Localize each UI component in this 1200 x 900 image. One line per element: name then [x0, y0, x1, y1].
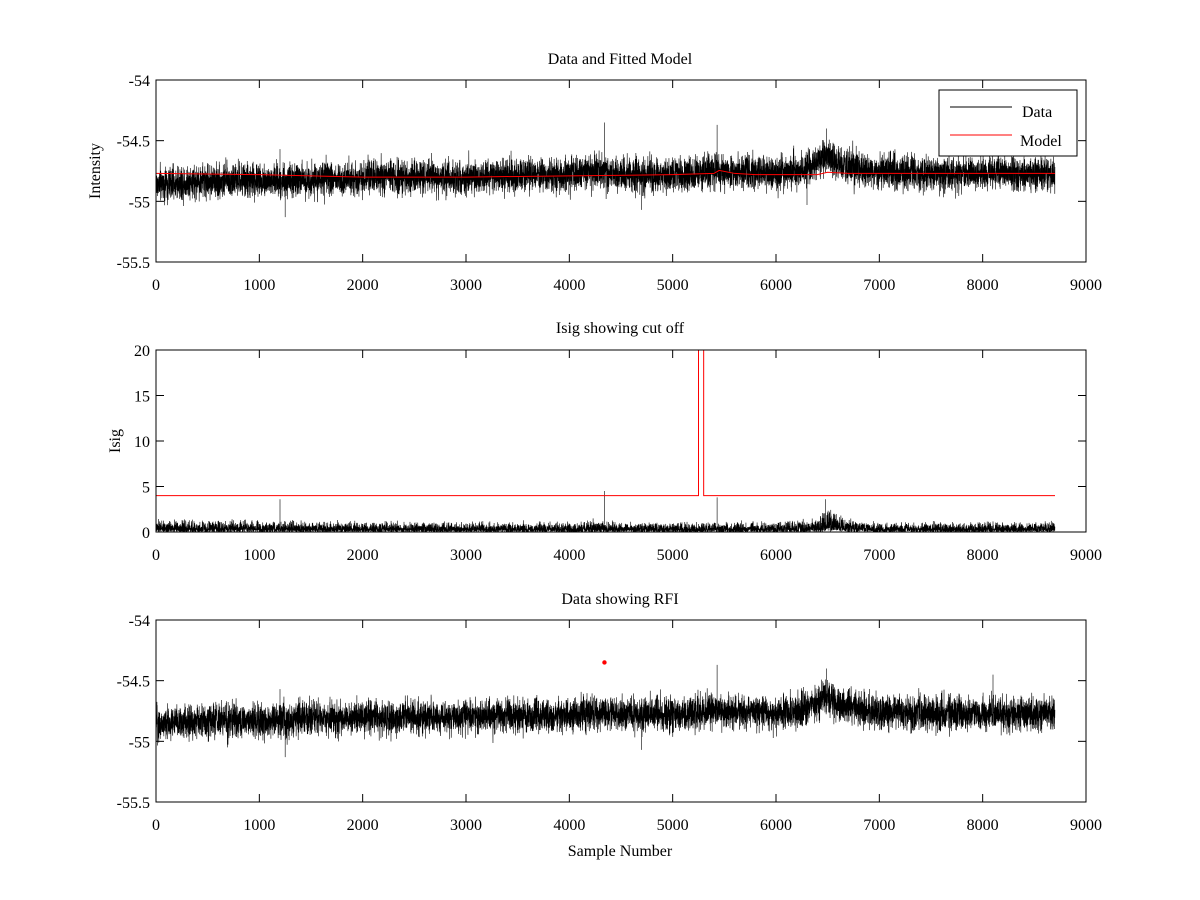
x-tick-label: 6000: [760, 817, 792, 834]
panel3-xlabel: Sample Number: [568, 843, 673, 860]
series-data-line: [156, 664, 1056, 758]
x-tick-label: 9000: [1070, 817, 1102, 834]
legend-box: [938, 89, 1078, 157]
x-tick-label: 5000: [657, 817, 689, 834]
panel2-ticks: 0 1000 2000 3000 4000 5000 6000 7000 8000 9000 20 1…: [134, 343, 1102, 564]
x-tick-label: 4000: [553, 277, 585, 294]
rfi-point: [602, 660, 607, 665]
y-tick-label: 15: [134, 389, 150, 406]
panel-data-fitted-model: Data and Fitted Model Intensity 0 1000 200…: [87, 51, 1102, 294]
x-tick-label: 7000: [863, 817, 895, 834]
series-data-line: [156, 122, 1056, 218]
legend-model-label: Model: [1020, 133, 1062, 150]
x-tick-label: 9000: [1070, 547, 1102, 564]
x-tick-label: 3000: [450, 817, 482, 834]
panel2-ylabel: Isig: [107, 429, 124, 453]
y-tick-label: 20: [134, 343, 150, 360]
x-tick-label: 3000: [450, 277, 482, 294]
x-tick-label: 0: [152, 817, 160, 834]
y-tick-label: -54: [129, 73, 150, 90]
y-tick-label: -55: [129, 734, 150, 751]
x-tick-label: 1000: [243, 547, 275, 564]
panel-data-rfi: Data showing RFI 0 1000 2000 3000 4000 5000 60…: [117, 591, 1102, 860]
panel1-ticks: 0 1000 2000 3000 4000 5000 6000 7000 8000 9000 -54…: [117, 73, 1102, 294]
x-tick-label: 5000: [657, 277, 689, 294]
x-tick-label: 3000: [450, 547, 482, 564]
legend-data-label: Data: [1022, 104, 1052, 121]
panel-isig-cut-off: Isig showing cut off Isig 0 1000 2000 3000 4…: [107, 320, 1102, 564]
x-tick-label: 5000: [657, 547, 689, 564]
x-tick-label: 7000: [863, 277, 895, 294]
panel2-title: Isig showing cut off: [556, 320, 685, 337]
panel1-plot: [156, 122, 1056, 218]
x-tick-label: 4000: [553, 547, 585, 564]
y-tick-label: -54.5: [117, 134, 150, 151]
y-tick-label: -54.5: [117, 674, 150, 691]
series-model-line: [156, 169, 1055, 178]
legend: Data Model: [938, 89, 1078, 157]
panel2-frame: [155, 349, 1087, 533]
x-tick-label: 0: [152, 547, 160, 564]
x-tick-label: 4000: [553, 817, 585, 834]
panel2-plot: [156, 350, 1056, 532]
panel1-frame: [155, 79, 1087, 263]
panel1-title: Data and Fitted Model: [548, 51, 693, 68]
panel3-plot: [156, 660, 1056, 758]
x-tick-label: 6000: [760, 277, 792, 294]
panel3-frame: [155, 619, 1087, 803]
y-tick-label: 5: [142, 480, 150, 497]
x-tick-label: 8000: [967, 277, 999, 294]
y-tick-label: 10: [134, 434, 150, 451]
y-tick-label: -54: [129, 613, 150, 630]
y-tick-label: -55.5: [117, 255, 150, 272]
x-tick-label: 0: [152, 277, 160, 294]
y-tick-label: 0: [142, 525, 150, 542]
series-isig-line: [156, 491, 1056, 532]
panel3-ticks: 0 1000 2000 3000 4000 5000 6000 7000 8000 9000 -54…: [117, 613, 1102, 834]
x-tick-label: 8000: [967, 817, 999, 834]
x-tick-label: 9000: [1070, 277, 1102, 294]
x-tick-label: 2000: [347, 817, 379, 834]
x-tick-label: 7000: [863, 547, 895, 564]
y-tick-label: -55.5: [117, 795, 150, 812]
x-tick-label: 6000: [760, 547, 792, 564]
x-tick-label: 2000: [347, 277, 379, 294]
x-tick-label: 2000: [347, 547, 379, 564]
panel3-title: Data showing RFI: [561, 591, 678, 608]
x-tick-label: 1000: [243, 817, 275, 834]
series-cut-off-line: [156, 350, 1055, 497]
x-tick-label: 8000: [967, 547, 999, 564]
x-tick-label: 1000: [243, 277, 275, 294]
y-tick-label: -55: [129, 194, 150, 211]
panel1-ylabel: Intensity: [87, 143, 104, 199]
